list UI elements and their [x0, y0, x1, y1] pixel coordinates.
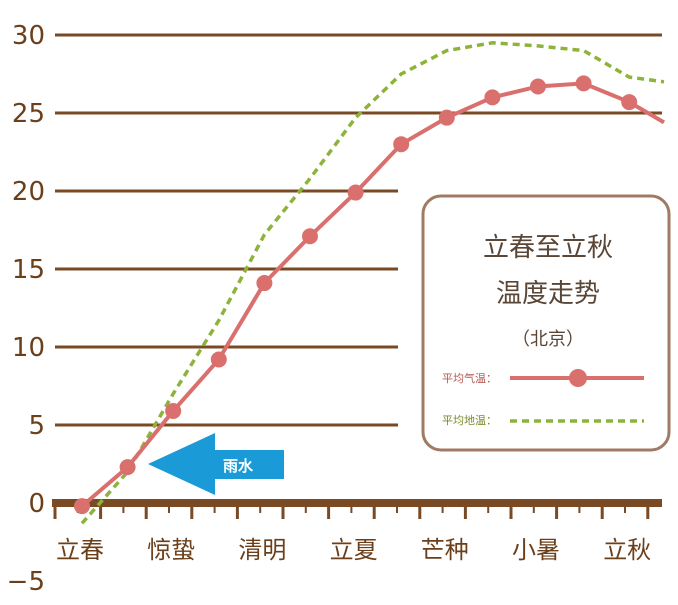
air-temp-point — [484, 89, 501, 106]
air-temp-point — [530, 78, 546, 95]
x-tick-label: 立春 — [56, 536, 104, 564]
legend: 立春至立秋 温度走势 （北京） 平均气温： 平均地温： — [421, 194, 671, 452]
y-tick-label: −5 — [7, 567, 45, 597]
legend-label-air-temp: 平均气温： — [442, 371, 497, 385]
y-tick-label: 30 — [12, 21, 45, 51]
air-temp-point — [119, 459, 136, 476]
air-temp-point — [210, 351, 227, 368]
annotation-label: 雨水 — [223, 457, 254, 475]
air-temp-point — [438, 109, 455, 126]
x-tick-label: 小暑 — [512, 536, 560, 564]
rain-water-annotation: 雨水 — [148, 433, 284, 495]
x-tick-label: 清明 — [238, 536, 286, 564]
y-tick-label: 5 — [28, 411, 45, 441]
y-tick-label: 20 — [12, 177, 45, 207]
legend-location: （北京） — [512, 329, 584, 350]
air-temp-point — [165, 402, 182, 419]
y-tick-label: 0 — [28, 489, 45, 519]
y-tick-label: 10 — [12, 333, 45, 363]
air-temp-point — [256, 275, 273, 292]
air-temp-point — [347, 184, 364, 201]
y-tick-label: 25 — [12, 99, 45, 129]
left-arrow-icon — [148, 433, 284, 495]
air-temp-point — [302, 228, 318, 245]
legend-subtitle: 温度走势 — [496, 279, 600, 309]
legend-title: 立春至立秋 — [483, 233, 613, 263]
air-temp-point — [74, 498, 90, 515]
y-axis-tick-labels: 30 25 20 15 10 5 0 −5 — [7, 21, 45, 597]
x-axis — [52, 499, 662, 519]
x-tick-label: 立夏 — [330, 536, 378, 564]
x-axis-tick-labels: 立春 惊蛰 清明 立夏 芒种 小暑 立秋 — [56, 536, 651, 564]
y-tick-label: 15 — [12, 255, 45, 285]
series-line-ground-temp — [80, 41, 665, 525]
series-lines — [74, 41, 666, 525]
air-temp-point — [575, 75, 592, 92]
air-temp-point — [393, 136, 410, 153]
legend-box — [421, 194, 671, 452]
air-temp-point — [621, 94, 638, 111]
legend-marker-air-temp — [569, 369, 587, 387]
x-tick-label: 芒种 — [421, 536, 469, 564]
x-tick-label: 立秋 — [603, 536, 651, 564]
x-tick-label: 惊蛰 — [147, 536, 195, 564]
legend-label-ground-temp: 平均地温： — [442, 414, 497, 427]
